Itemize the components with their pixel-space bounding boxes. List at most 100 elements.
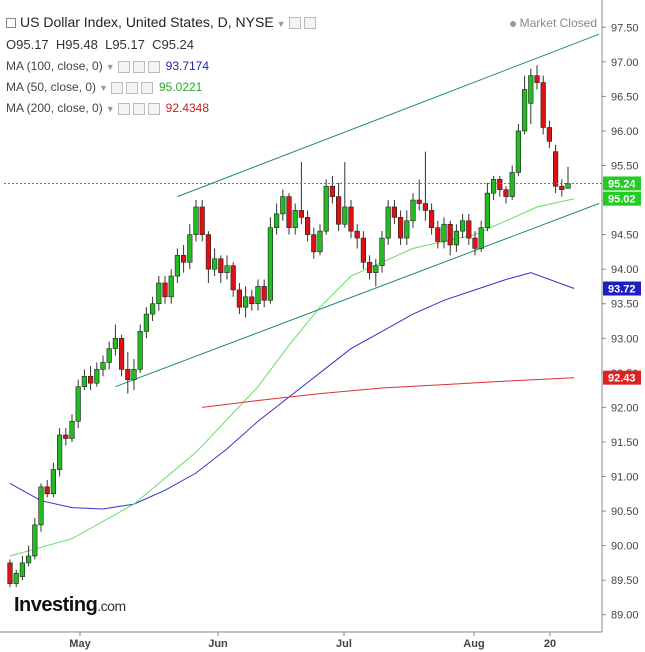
candle-body [25, 555, 32, 564]
candle-body [205, 234, 212, 270]
y-tick-label: 97.50 [611, 22, 639, 34]
y-tick-label: 90.00 [611, 541, 639, 553]
candle-body [156, 282, 162, 305]
candle-body [459, 220, 466, 232]
gear-icon[interactable] [132, 102, 145, 115]
candle-body [32, 524, 38, 557]
candle-body [69, 420, 75, 439]
gear-icon[interactable] [125, 81, 138, 94]
candle-body [435, 227, 441, 242]
trendline [177, 33, 600, 198]
indicator-value: 95.0221 [158, 80, 203, 94]
candle-body [317, 230, 323, 253]
candle-body [13, 572, 19, 584]
price-badge [603, 370, 641, 385]
candle-body [255, 286, 261, 305]
indicator-label: MA (50, close, 0) [6, 80, 97, 94]
indicator-label: MA (200, close, 0) [6, 101, 103, 115]
gear-icon[interactable] [132, 60, 145, 73]
candle-body [181, 255, 187, 263]
candle-body [298, 210, 305, 218]
ohlc-row: O95.17 H95.48 L95.17 C95.24 [6, 37, 194, 52]
candle-body [50, 469, 56, 495]
y-tick-label: 90.50 [611, 506, 639, 518]
candle-body [509, 172, 515, 197]
candle-body [540, 82, 546, 128]
y-tick-label: 92.00 [611, 402, 639, 414]
close-icon[interactable] [140, 81, 153, 94]
indicator-label: MA (100, close, 0) [6, 59, 103, 73]
indicator-ma200[interactable]: MA (200, close, 0) ▼ 92.4348 [6, 101, 209, 115]
price-badge-label: 95.24 [608, 178, 636, 190]
settings-icon[interactable] [288, 17, 301, 30]
price-badge-label: 93.72 [608, 284, 636, 296]
price-badge [603, 281, 641, 296]
candle-body [304, 217, 311, 235]
logo-domain: .com [97, 598, 126, 614]
close-icon[interactable] [147, 102, 160, 115]
chevron-down-icon[interactable]: ▼ [105, 62, 115, 72]
price-badge [603, 176, 641, 191]
candle-body [404, 220, 410, 239]
eye-icon[interactable] [117, 60, 130, 73]
candle-body [224, 265, 230, 273]
candle-body [56, 434, 63, 470]
chevron-down-icon[interactable]: ▼ [105, 104, 115, 114]
ohlc-open: 95.17 [16, 37, 49, 52]
candle-body [249, 296, 255, 305]
plot-area [4, 10, 602, 632]
moving-averages [9, 198, 575, 557]
chevron-down-icon[interactable]: ▼ [276, 19, 286, 29]
candle-body [329, 185, 336, 197]
collapse-icon[interactable] [6, 18, 16, 29]
x-tick-label: Jun [208, 638, 228, 650]
candle-body [490, 179, 497, 194]
candle-body [230, 265, 236, 291]
candle-body [119, 337, 125, 370]
ohlc-high: 95.48 [65, 37, 98, 52]
ma50-line [9, 198, 575, 557]
market-status-text: Market Closed [519, 16, 597, 30]
candle-body [106, 348, 112, 363]
candle-body [261, 286, 267, 301]
y-tick-label: 94.00 [611, 264, 639, 276]
candle-body [348, 206, 354, 232]
candle-body [63, 434, 69, 439]
chevron-down-icon[interactable]: ▼ [99, 83, 108, 93]
y-tick-label: 89.00 [611, 610, 639, 622]
ohlc-close: 95.24 [161, 37, 195, 52]
price-badge-label: 92.43 [608, 373, 636, 385]
candle-body [552, 151, 559, 187]
eye-icon[interactable] [110, 81, 123, 94]
indicator-value: 92.4348 [165, 101, 210, 115]
chart-title-row: US Dollar Index, United States, D, NYSE ▼ [6, 14, 316, 30]
logo-brand: Investing [14, 594, 98, 616]
eye-icon[interactable] [117, 102, 130, 115]
candle-body [187, 234, 193, 263]
candle-body [441, 223, 447, 242]
candle-body [478, 227, 484, 249]
candle-body [137, 331, 143, 370]
candle-body [422, 203, 429, 211]
candle-body [267, 227, 274, 301]
candle-body [212, 258, 218, 270]
ohlc-low: 95.17 [112, 37, 145, 52]
price-badge [603, 191, 641, 206]
candle-body [428, 210, 435, 229]
candle-body [360, 237, 367, 263]
candle-body [323, 185, 329, 232]
gear-icon[interactable] [303, 17, 316, 30]
x-tick-label: Aug [463, 638, 484, 650]
candle-body [193, 206, 199, 235]
candle-body [75, 386, 81, 422]
chart-title: US Dollar Index, United States, D, NYSE [20, 14, 274, 30]
candle-body [218, 258, 224, 273]
y-tick-label: 96.00 [611, 126, 639, 138]
y-tick-label: 91.50 [611, 437, 639, 449]
indicator-ma50[interactable]: MA (50, close, 0) ▼ 95.0221 [6, 80, 202, 94]
indicator-ma100[interactable]: MA (100, close, 0) ▼ 93.7174 [6, 59, 209, 73]
candle-body [528, 75, 534, 104]
candle-body [366, 261, 373, 273]
close-icon[interactable] [147, 60, 160, 73]
